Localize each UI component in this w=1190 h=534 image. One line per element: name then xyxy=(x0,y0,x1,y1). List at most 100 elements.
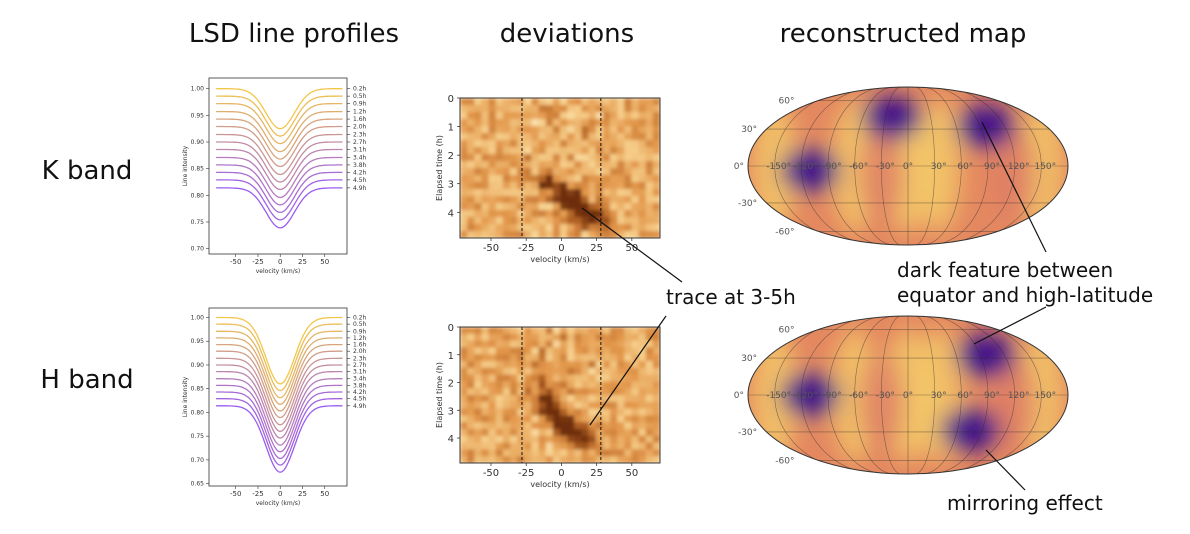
h-band-reconstructed-map: -150° -120° -90° -60° -30° 0° 30° 60° 90° 120° 150… xyxy=(734,315,1069,475)
heat-cell xyxy=(531,449,540,457)
heat-cell xyxy=(467,189,475,197)
heat-cell xyxy=(467,105,475,113)
heat-cell xyxy=(531,429,540,437)
x-tick-label: 0 xyxy=(278,258,282,266)
heat-cell xyxy=(545,126,554,134)
heat-cell xyxy=(474,327,483,335)
heat-cell xyxy=(581,347,590,355)
y-tick-label: 3 xyxy=(448,180,454,191)
heat-cell xyxy=(588,126,597,134)
heat-cell xyxy=(481,333,490,342)
heat-cell xyxy=(474,168,483,176)
heat-cell xyxy=(502,333,511,342)
heat-cell xyxy=(510,182,518,190)
heat-cell xyxy=(538,231,547,238)
heat-cell xyxy=(460,354,468,362)
heat-cell xyxy=(517,367,525,376)
heat-cell xyxy=(602,388,611,396)
heat-cell xyxy=(567,429,575,437)
heat-cell xyxy=(631,429,640,437)
heat-cell xyxy=(560,210,568,218)
time-label: 1.6h xyxy=(353,342,367,349)
heat-cell xyxy=(638,354,647,362)
heat-cell xyxy=(581,224,590,232)
heat-cell xyxy=(502,395,511,403)
heat-cell xyxy=(638,401,647,410)
heat-cell xyxy=(517,354,525,362)
y-tick-label: 1.00 xyxy=(191,314,205,321)
heat-cell xyxy=(610,340,618,348)
heat-cell xyxy=(567,456,575,463)
heat-cell xyxy=(631,374,640,382)
heat-cell xyxy=(488,442,497,450)
heat-cell xyxy=(495,388,504,396)
x-tick-label: 0 xyxy=(558,243,564,254)
heat-cell xyxy=(517,140,525,148)
longitude-label: -30° xyxy=(876,391,895,401)
heat-cell xyxy=(502,354,511,362)
heat-cell xyxy=(645,388,654,396)
heat-cell xyxy=(481,347,490,355)
heat-cell xyxy=(631,175,640,183)
heat-cell xyxy=(574,105,583,113)
heat-cell xyxy=(624,182,633,190)
heat-cell xyxy=(517,327,525,335)
heat-cell xyxy=(652,231,660,238)
heat-cell xyxy=(538,340,547,348)
heat-cell xyxy=(517,105,525,113)
heat-cell xyxy=(588,175,597,183)
heat-cell xyxy=(617,449,625,457)
heatmap-frame xyxy=(459,97,661,239)
heat-cell xyxy=(531,395,540,403)
heat-cell xyxy=(602,231,611,238)
heat-cell xyxy=(495,442,504,450)
heat-cell xyxy=(474,147,483,155)
heat-cell xyxy=(595,161,604,169)
heat-cell xyxy=(581,161,590,169)
latitude-label: 0° xyxy=(734,162,744,172)
heat-cell xyxy=(531,340,540,348)
heat-cell xyxy=(560,133,568,141)
heat-cell xyxy=(481,415,490,423)
heat-cell xyxy=(481,449,490,457)
heat-cell xyxy=(567,126,575,134)
heat-cell xyxy=(581,112,590,120)
heat-cell xyxy=(631,161,640,169)
heat-cell xyxy=(538,119,547,127)
heat-cell xyxy=(588,210,597,218)
heat-cell xyxy=(645,210,654,218)
heat-cell xyxy=(524,161,533,169)
heat-cell xyxy=(595,442,604,450)
heat-cell xyxy=(467,388,475,396)
heat-cell xyxy=(602,401,611,410)
heat-cell xyxy=(652,161,660,169)
heat-cell xyxy=(531,327,540,335)
heat-cell xyxy=(545,333,554,342)
heat-cell xyxy=(560,408,568,416)
heat-cell xyxy=(467,175,475,183)
heat-cell xyxy=(617,154,625,162)
heat-cell xyxy=(652,333,660,342)
heat-cell xyxy=(638,429,647,437)
heat-cell xyxy=(467,340,475,348)
profile-line xyxy=(216,364,343,433)
heat-cell xyxy=(495,361,504,369)
heat-cell xyxy=(524,98,533,106)
heat-cell xyxy=(538,449,547,457)
heat-cell xyxy=(488,456,497,463)
heat-cell xyxy=(481,435,490,444)
profile-line xyxy=(216,405,343,473)
heat-cell xyxy=(488,231,497,238)
heat-cell xyxy=(617,119,625,127)
heat-cell xyxy=(524,210,533,218)
heat-cell xyxy=(602,126,611,134)
profile-line xyxy=(216,350,343,419)
heat-cell xyxy=(460,415,468,423)
heat-cell xyxy=(552,147,561,155)
time-label: 1.2h xyxy=(353,109,367,116)
heat-cell xyxy=(517,224,525,232)
heat-cell xyxy=(645,361,654,369)
heat-cell xyxy=(538,133,547,141)
heat-cell xyxy=(567,422,575,430)
heat-cell xyxy=(638,408,647,416)
